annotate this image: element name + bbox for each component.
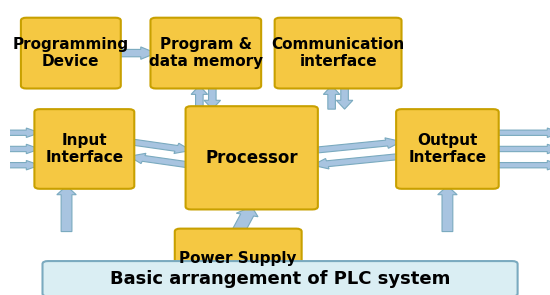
FancyBboxPatch shape [185, 106, 318, 209]
FancyArrow shape [311, 138, 402, 153]
FancyBboxPatch shape [175, 229, 301, 288]
FancyArrow shape [191, 86, 207, 109]
FancyArrow shape [438, 186, 457, 232]
FancyArrow shape [493, 144, 550, 154]
FancyArrow shape [493, 160, 550, 170]
FancyBboxPatch shape [274, 18, 402, 88]
FancyArrow shape [129, 153, 192, 168]
FancyBboxPatch shape [42, 261, 518, 295]
FancyArrow shape [312, 153, 403, 169]
Text: Basic arrangement of PLC system: Basic arrangement of PLC system [110, 270, 450, 288]
FancyBboxPatch shape [151, 18, 261, 88]
FancyArrow shape [232, 206, 258, 233]
FancyArrow shape [336, 86, 353, 109]
FancyArrow shape [0, 144, 40, 154]
Text: Input
Interface: Input Interface [45, 133, 123, 165]
Text: Processor: Processor [205, 149, 298, 167]
FancyArrow shape [323, 86, 340, 109]
Text: Output
Interface: Output Interface [408, 133, 487, 165]
FancyArrow shape [128, 139, 191, 153]
FancyArrow shape [493, 128, 550, 137]
Text: Communication
interface: Communication interface [272, 37, 405, 69]
FancyArrow shape [204, 86, 221, 109]
FancyArrow shape [0, 128, 40, 137]
Text: Programming
Device: Programming Device [13, 37, 129, 69]
Text: Power Supply: Power Supply [179, 251, 297, 266]
Text: Program &
data memory: Program & data memory [148, 37, 263, 69]
FancyBboxPatch shape [396, 109, 499, 189]
FancyBboxPatch shape [21, 18, 121, 88]
FancyArrow shape [57, 186, 76, 232]
FancyArrow shape [116, 47, 156, 59]
FancyArrow shape [0, 160, 40, 170]
FancyBboxPatch shape [35, 109, 134, 189]
